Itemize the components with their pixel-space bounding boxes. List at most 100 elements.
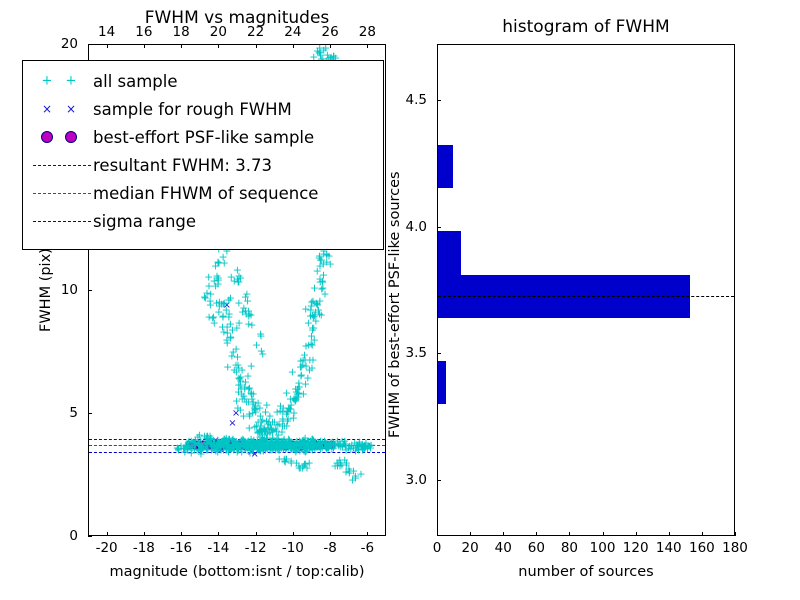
- y-tick-mark: [88, 413, 92, 414]
- x-tick-label: 100: [589, 540, 616, 556]
- right-xlabel: number of sources: [518, 564, 654, 580]
- y-tick-mark: [88, 536, 92, 537]
- y-tick-label: 4.5: [405, 91, 427, 108]
- plus-icon: +: [41, 73, 53, 89]
- reference-line: [89, 438, 385, 440]
- legend-marker: [31, 211, 93, 231]
- x-tick-mark-top: [218, 44, 220, 48]
- x-tick-mark: [735, 532, 736, 536]
- legend: + + all sample × × sample for rough FWHM best-…: [22, 60, 384, 250]
- x-tick-mark: [701, 532, 703, 536]
- x-tick-label-bottom: -20: [95, 540, 118, 556]
- y-tick-label: 10: [60, 282, 78, 298]
- x-tick-label: 60: [527, 540, 545, 556]
- x-tick-mark: [602, 532, 604, 536]
- y-tick-mark: [437, 99, 441, 101]
- x-tick-label-bottom: -14: [207, 540, 230, 556]
- y-tick-mark: [437, 480, 441, 482]
- y-tick-mark: [88, 44, 92, 45]
- x-tick-label-top: 26: [321, 24, 339, 40]
- x-tick-label: 0: [432, 540, 442, 556]
- dashed-line-icon: [33, 193, 91, 194]
- legend-label: sample for rough FWHM: [93, 99, 292, 119]
- x-tick-mark: [536, 532, 538, 536]
- x-tick-mark-top: [143, 44, 145, 48]
- dashed-line-icon: [33, 165, 91, 166]
- x-tick-mark-bottom: [143, 532, 145, 536]
- x-tick-label-top: 22: [247, 24, 265, 40]
- x-tick-mark-top: [255, 44, 257, 48]
- x-tick-mark-top: [330, 44, 332, 48]
- legend-marker: [31, 183, 93, 203]
- x-tick-label: 40: [494, 540, 512, 556]
- cross-icon: ×: [41, 102, 53, 116]
- x-tick-label-bottom: -6: [360, 540, 375, 556]
- legend-marker: × ×: [31, 99, 93, 119]
- legend-label: resultant FWHM: 3.73: [93, 155, 272, 175]
- x-tick-label: 80: [560, 540, 579, 556]
- x-tick-mark-bottom: [255, 532, 257, 536]
- median-reference-line: [438, 296, 734, 298]
- x-tick-label-bottom: -10: [281, 540, 304, 556]
- y-tick-mark: [88, 290, 92, 291]
- legend-label: median FHWM of sequence: [93, 183, 319, 203]
- legend-item: + + all sample: [31, 67, 373, 95]
- x-tick-label-bottom: -18: [132, 540, 155, 556]
- x-tick-mark-top: [181, 44, 183, 48]
- x-tick-mark-bottom: [367, 532, 369, 536]
- x-tick-label-top: 28: [358, 24, 376, 40]
- legend-marker: + +: [31, 71, 93, 91]
- histogram-bar: [438, 145, 453, 189]
- y-tick-label: 4.0: [405, 218, 427, 235]
- x-tick-mark-top: [367, 44, 369, 48]
- histogram-bar: [438, 360, 447, 404]
- plus-icon: +: [65, 73, 77, 89]
- left-panel-title: FWHM vs magnitudes: [144, 8, 330, 28]
- x-tick-label-top: 24: [284, 24, 302, 40]
- y-tick-label: 20: [60, 36, 78, 52]
- dashdot-line-icon: [33, 221, 91, 222]
- x-tick-mark: [569, 532, 571, 536]
- y-tick-mark: [437, 353, 441, 355]
- y-tick-label: 0: [69, 528, 78, 544]
- x-tick-label-top: 16: [135, 24, 153, 40]
- cross-icon: ×: [65, 102, 77, 116]
- x-tick-label: 20: [461, 540, 479, 556]
- legend-item: × × sample for rough FWHM: [31, 95, 373, 123]
- legend-marker: [31, 127, 93, 147]
- x-tick-label-bottom: -16: [170, 540, 193, 556]
- x-tick-mark: [437, 532, 438, 536]
- x-tick-mark: [503, 532, 505, 536]
- histogram-bar: [438, 231, 462, 275]
- x-tick-label: 140: [655, 540, 682, 556]
- y-tick-label: 3.5: [405, 345, 427, 362]
- x-tick-label-top: 20: [209, 24, 227, 40]
- histogram-plot-area: [437, 44, 735, 536]
- x-tick-mark-bottom: [106, 532, 108, 536]
- x-tick-label: 180: [722, 540, 748, 556]
- y-tick-mark: [437, 226, 441, 228]
- right-panel-title: histogram of FWHM: [502, 17, 670, 37]
- left-xlabel: magnitude (bottom:isnt / top:calib): [109, 564, 365, 580]
- x-tick-label-top: 18: [172, 24, 190, 40]
- circle-icon: [41, 131, 53, 143]
- legend-label: sigma range: [93, 211, 197, 231]
- x-tick-label: 160: [688, 540, 715, 556]
- x-tick-mark-bottom: [330, 532, 332, 536]
- legend-item: best-effort PSF-like sample: [31, 123, 373, 151]
- right-ylabel: FWHM of best-effort PSF-like sources: [387, 171, 403, 438]
- x-tick-mark-bottom: [292, 532, 294, 536]
- legend-label: best-effort PSF-like sample: [93, 127, 315, 147]
- reference-line: [89, 452, 385, 454]
- legend-item: sigma range: [31, 207, 373, 235]
- x-tick-mark-top: [106, 44, 108, 48]
- x-tick-mark: [635, 532, 637, 536]
- x-tick-mark-bottom: [181, 532, 183, 536]
- y-tick-label: 5: [69, 405, 78, 421]
- x-tick-mark: [470, 532, 472, 536]
- legend-item: median FHWM of sequence: [31, 179, 373, 207]
- circle-icon: [65, 131, 77, 143]
- legend-marker: [31, 155, 93, 175]
- histogram-bar: [438, 274, 690, 318]
- x-tick-label-top: 14: [98, 24, 116, 40]
